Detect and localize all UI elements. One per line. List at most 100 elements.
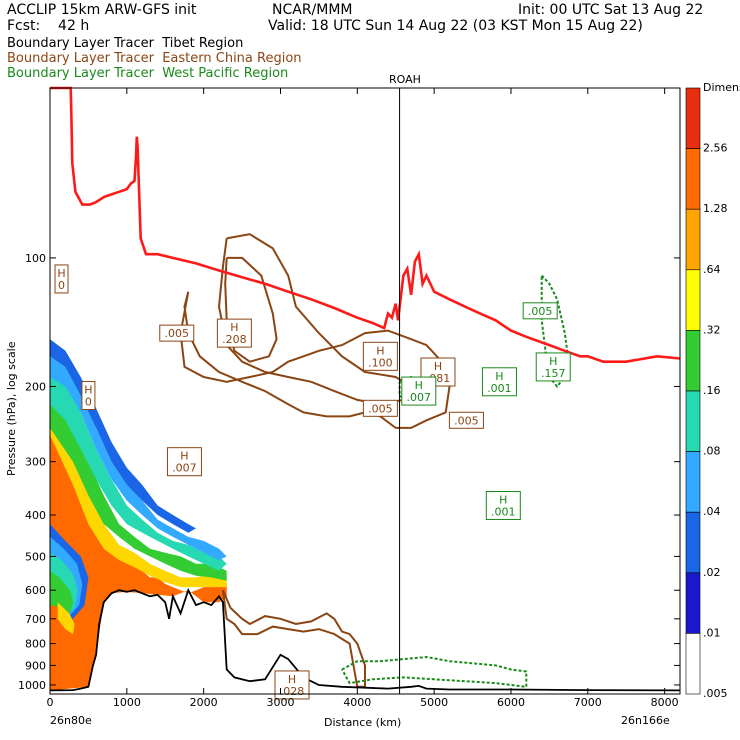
x-tick-label: 3000 (266, 696, 294, 709)
contour-label-box (81, 381, 96, 411)
west-pacific-contour-2 (341, 655, 528, 688)
x-tick-label: 6000 (497, 696, 525, 709)
colorbar-segment-2 (685, 208, 701, 271)
terrain-line (49, 587, 681, 692)
y-tick-label: 200 (25, 380, 46, 393)
eastern-china-low-contour (221, 589, 366, 688)
colorbar-segment-1 (685, 148, 701, 210)
contour-label-box (362, 399, 398, 417)
contour-label-3: H.100 (362, 341, 398, 371)
x-tick-label: 8000 (651, 696, 679, 709)
contour-label-text: H (434, 360, 442, 373)
eastern-china-contour-2 (224, 256, 278, 363)
colorbar-segment-7 (685, 511, 701, 574)
y-tick-label: 700 (25, 613, 46, 626)
contour-label-text: .005 (454, 414, 479, 427)
tibet-plume-layer-2 (50, 366, 227, 581)
x-axis-label: Distance (km) (324, 716, 401, 729)
colorbar-segment-4 (685, 330, 701, 392)
contour-label-text: .005 (165, 327, 190, 340)
eastern-china-contour-0 (179, 291, 451, 429)
organization: NCAR/MMM (272, 2, 353, 18)
station-label: ROAH (389, 73, 421, 86)
contour-label-box (159, 324, 195, 342)
init-time: Init: 00 UTC Sat 13 Aug 22 (518, 2, 704, 18)
plot-frame (49, 87, 681, 695)
contour-label-2: .005 (159, 324, 195, 342)
contour-label-9: H.028 (274, 670, 310, 700)
tibet-plume-layer-3 (50, 356, 227, 571)
colorbar-segment-6 (685, 451, 701, 513)
y-tick-label: 300 (25, 456, 46, 469)
contour-label-text: H (376, 344, 384, 357)
y-tick-label: 1000 (18, 679, 46, 692)
end-location-label: 26n166e (621, 714, 670, 727)
contour-label-text: .100 (368, 356, 393, 369)
contour-label-box (535, 352, 571, 382)
contour-label-text: .007 (407, 391, 432, 404)
x-tick-label: 7000 (574, 696, 602, 709)
colorbar-level-label: .64 (703, 263, 721, 276)
colorbar-level-label: .02 (703, 566, 721, 579)
axes: 0 1000 2000 3000 4000 5000 6000 7000 80001002003… (18, 88, 680, 709)
contour-label-text: H (230, 321, 238, 334)
colorbar-level-label: .01 (703, 626, 721, 639)
plot-background (50, 88, 680, 694)
contour-label-box (485, 491, 521, 521)
contour-label-12: H.001 (481, 367, 517, 397)
contour-label-text: .005 (528, 305, 553, 318)
y-tick-label: 500 (25, 550, 46, 563)
contour-label-text: .208 (222, 333, 247, 346)
colorbar-level-label: .16 (703, 384, 721, 397)
colorbar-level-label: 1.28 (703, 202, 728, 215)
contour-label-text: H (288, 673, 296, 686)
contour-label-text: H (84, 384, 92, 397)
x-tick-label: 4000 (343, 696, 371, 709)
start-location-label: 26n80e (50, 714, 92, 727)
contour-label-5: .005 (362, 399, 398, 417)
contour-label-text: .001 (487, 382, 512, 395)
contour-label-text: .157 (541, 367, 566, 380)
contour-label-box (448, 411, 484, 429)
contour-label-box (166, 447, 202, 477)
contour-label-text: 0 (85, 396, 92, 409)
contour-label-text: H (57, 267, 65, 280)
valid-time: Valid: 18 UTC Sun 14 Aug 22 (03 KST Mon … (268, 18, 643, 34)
contour-label-8: H.007 (166, 447, 202, 477)
legend-eastern-china: Boundary Layer Tracer Eastern China Regi… (7, 51, 302, 66)
colorbar-level-label: .04 (703, 505, 721, 518)
x-tick-label: 1000 (113, 696, 141, 709)
profile-lines (49, 86, 681, 694)
colorbar-segment-8 (685, 572, 701, 634)
contour-label-text: .028 (280, 685, 305, 698)
contour-label-13: H.007 (401, 376, 437, 406)
colorbar-segment-0 (685, 87, 701, 149)
contour-label-11: H.157 (535, 352, 571, 382)
x-tick-label: 0 (47, 696, 54, 709)
contour-label-box (54, 264, 69, 294)
y-tick-label: 400 (25, 509, 46, 522)
contour-label-box (401, 376, 437, 406)
tibet-plume-layer-10 (50, 605, 89, 691)
contour-label-box (481, 367, 517, 397)
tibet-plume-layers (50, 339, 227, 691)
model-title: ACCLIP 15km ARW-GFS init (7, 2, 197, 18)
x-tick-label: 2000 (190, 696, 218, 709)
y-tick-label: 100 (25, 252, 46, 265)
y-tick-label: 600 (25, 584, 46, 597)
contour-label-text: .005 (368, 402, 393, 415)
colorbar: 2.56 1.28 .64 .32 .16 .08 .04 .02 .01 .005 Dimensi… (685, 81, 740, 700)
contour-label-0: H0 (54, 264, 69, 294)
colorbar-level-label: .005 (703, 687, 728, 700)
colorbar-segment-3 (685, 269, 701, 331)
y-tick-label: 800 (25, 638, 46, 651)
legend-west-pacific: Boundary Layer Tracer West Pacific Regio… (7, 66, 289, 81)
tibet-plume-layer-11 (57, 602, 75, 635)
colorbar-segment-5 (685, 390, 701, 452)
legend-tibet: Boundary Layer Tracer Tibet Region (7, 36, 244, 51)
contour-label-text: H (549, 355, 557, 368)
contour-label-text: .001 (491, 506, 516, 519)
contour-label-1: H.208 (216, 318, 252, 348)
contour-label-14: H.001 (485, 491, 521, 521)
